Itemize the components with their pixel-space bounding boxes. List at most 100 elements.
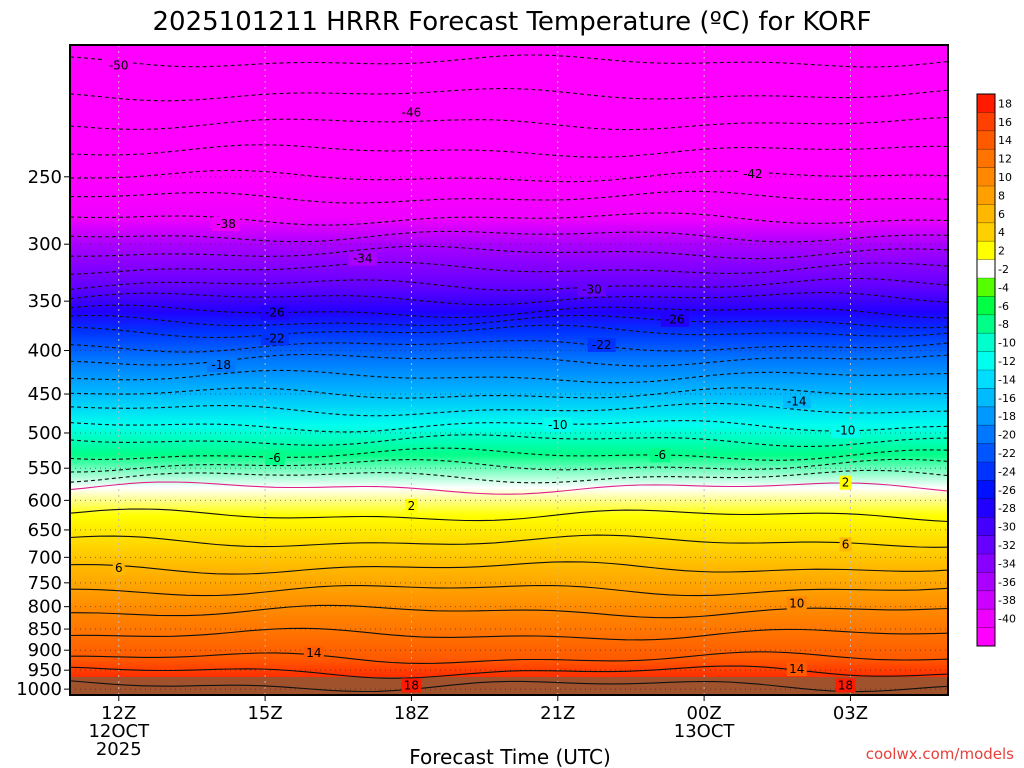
colorbar-label: 10 <box>998 171 1012 184</box>
contour-label: -26 <box>260 305 289 320</box>
contour-label-bg <box>650 448 671 463</box>
contour-label-bg <box>543 417 572 432</box>
colorbar-swatch <box>977 443 995 463</box>
contour-label: -34 <box>348 251 377 266</box>
y-tick-label: 850 <box>28 619 62 640</box>
y-tick-label: 450 <box>28 384 62 405</box>
contour-label: 10 <box>786 596 807 611</box>
y-tick-label: 650 <box>28 520 62 541</box>
contour-label-bg <box>405 498 418 513</box>
colorbar-swatch <box>977 388 995 408</box>
colorbar-swatch <box>977 186 995 205</box>
contour-label-bg <box>786 662 807 677</box>
y-tick-label: 300 <box>28 234 62 255</box>
y-tick-label: 600 <box>28 490 62 511</box>
contour-label-text: -14 <box>787 394 807 408</box>
contour-label: -22 <box>587 337 616 352</box>
contour-label-bg <box>577 282 606 297</box>
contour-label-bg <box>260 331 289 346</box>
y-axis-ticks: 2503003504004505005506006507007508008509… <box>16 167 70 700</box>
colorbar-swatch <box>977 572 995 592</box>
x-axis-label: Forecast Time (UTC) <box>409 745 611 768</box>
contour-label-bg <box>782 394 811 409</box>
colorbar-label: -26 <box>998 484 1016 497</box>
isotherm-line <box>70 627 948 641</box>
y-tick-label: 550 <box>28 458 62 479</box>
contour-label-bg <box>303 646 324 661</box>
colorbar-swatch <box>977 94 995 113</box>
contour-label: 18 <box>835 678 856 693</box>
colorbar-label: 16 <box>998 116 1012 129</box>
colorbar-label: 14 <box>998 134 1012 147</box>
contour-label-bg <box>207 358 236 373</box>
contour-label: -6 <box>264 450 285 465</box>
colorbar-swatch <box>977 517 995 537</box>
contour-label-text: -50 <box>109 59 129 73</box>
contour-label: -10 <box>543 417 572 432</box>
colorbar-label: -22 <box>998 447 1016 460</box>
contour-label-text: -34 <box>353 252 373 266</box>
y-tick-label: 700 <box>28 547 62 568</box>
colorbar-swatch <box>977 130 995 150</box>
contour-label-text: 6 <box>115 561 123 575</box>
isotherm-line <box>70 561 948 575</box>
colorbar-swatch <box>977 259 995 279</box>
contour-label: 14 <box>303 646 324 661</box>
colorbar-label: -24 <box>998 465 1016 478</box>
colorbar-label: -30 <box>998 521 1016 534</box>
contour-label-text: 2 <box>842 476 850 490</box>
contour-label-text: 14 <box>306 646 321 660</box>
contour-label: 6 <box>112 561 125 576</box>
colorbar-swatch <box>977 314 995 334</box>
colorbar-swatch <box>977 498 995 518</box>
colorbar-label: -12 <box>998 355 1016 368</box>
contour-label-text: -22 <box>265 331 285 345</box>
contour-label: 14 <box>786 662 807 677</box>
contour-label-bg <box>660 312 689 327</box>
colorbar-swatch <box>977 370 995 389</box>
contour-label-text: -26 <box>265 306 285 320</box>
contour-label-text: 10 <box>789 596 804 610</box>
colorbar-label: 12 <box>998 153 1012 166</box>
isotherm-line <box>70 651 948 664</box>
contour-label: 2 <box>839 475 852 490</box>
contour-label: -14 <box>782 394 811 409</box>
contour-label-text: 18 <box>404 678 419 692</box>
contour-label: -30 <box>577 282 606 297</box>
contour-label-bg <box>260 305 289 320</box>
contour-label-bg <box>397 105 426 120</box>
contour-label: 18 <box>401 678 422 693</box>
x-tick-label: 12Z <box>101 703 136 724</box>
contour-label-text: -22 <box>592 338 612 352</box>
colorbar-label: -32 <box>998 539 1016 552</box>
colorbar-label: -34 <box>998 557 1016 570</box>
colorbar-swatch <box>977 167 995 187</box>
contour-label-bg <box>831 423 860 438</box>
colorbar-label: -4 <box>998 281 1009 294</box>
colorbar-label: -8 <box>998 318 1009 331</box>
contour-label-text: -18 <box>211 358 231 372</box>
x-tick-label: 21Z <box>540 703 575 724</box>
x-tick-year: 2025 <box>96 739 142 760</box>
credit-text[interactable]: coolwx.com/models <box>866 745 1014 763</box>
contour-label-text: -42 <box>743 167 763 181</box>
isotherm-line <box>70 508 948 523</box>
colorbar-swatch <box>977 333 995 353</box>
colorbar-swatch <box>977 406 995 426</box>
colorbar-swatch <box>977 554 995 573</box>
contour-label-bg <box>112 561 125 576</box>
contour-label-bg <box>348 251 377 266</box>
contour-label: 6 <box>839 537 852 552</box>
colorbar-label: 4 <box>998 226 1005 239</box>
contour-label-bg <box>212 216 241 231</box>
contour-label-bg <box>587 337 616 352</box>
x-tick-label: 15Z <box>247 703 282 724</box>
contour-label: -10 <box>831 423 860 438</box>
contour-label-bg <box>401 678 422 693</box>
contour-label-text: -6 <box>654 448 666 462</box>
colorbar-swatch <box>977 149 995 169</box>
colorbar-swatch <box>977 535 995 555</box>
isotherm-line <box>70 481 948 495</box>
colorbar-label: -6 <box>998 300 1009 313</box>
